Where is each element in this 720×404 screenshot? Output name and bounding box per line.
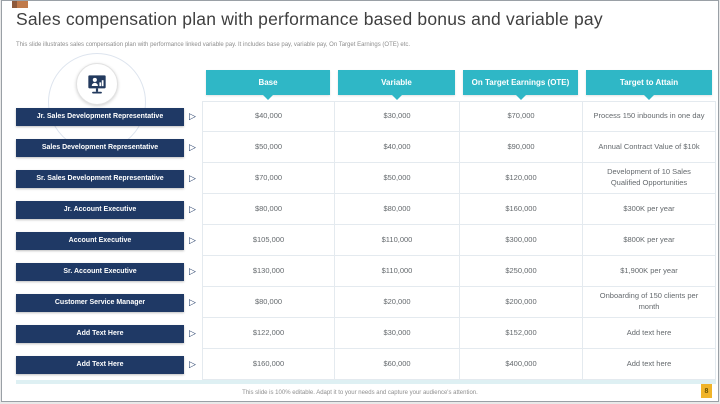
column-header-0: Base	[206, 70, 330, 100]
cell-ote: $160,000	[459, 194, 582, 225]
role-label-cell: Sales Development Representative ▷	[16, 132, 202, 163]
cell-base: $160,000	[202, 349, 334, 380]
table-row: Add Text Here ▷ $122,000 $30,000 $152,000 Add…	[16, 318, 716, 349]
cell-variable: $20,000	[334, 287, 459, 318]
cell-base: $80,000	[202, 194, 334, 225]
cell-base: $40,000	[202, 101, 334, 132]
role-label-cell: Sr. Sales Development Representative ▷	[16, 163, 202, 194]
cell-ote: $90,000	[459, 132, 582, 163]
footer-note: This slide is 100% editable. Adapt it to…	[242, 390, 478, 396]
arrow-right-icon: ▷	[189, 204, 196, 214]
page-title: Sales compensation plan with performance…	[16, 9, 603, 29]
cell-variable: $110,000	[334, 256, 459, 287]
table-row: Account Executive ▷ $105,000 $110,000 $300,0…	[16, 225, 716, 256]
cell-variable: $110,000	[334, 225, 459, 256]
cell-target: Onboarding of 150 clients per month	[582, 287, 716, 318]
table-row: Sales Development Representative ▷ $50,000…	[16, 132, 716, 163]
salesperson-presentation-icon	[76, 63, 118, 105]
arrow-right-icon: ▷	[189, 297, 196, 307]
table-row: Customer Service Manager ▷ $80,000 $20,000 $…	[16, 287, 716, 318]
role-label: Account Executive	[16, 231, 184, 250]
role-label: Add Text Here	[16, 324, 184, 343]
role-label-cell: Add Text Here ▷	[16, 318, 202, 349]
cell-target: $800K per year	[582, 225, 716, 256]
cell-target: Annual Contract Value of $10k	[582, 132, 716, 163]
role-label: Sr. Sales Development Representative	[16, 169, 184, 188]
cell-base: $50,000	[202, 132, 334, 163]
cell-target: Development of 10 Sales Qualified Opport…	[582, 163, 716, 194]
role-label: Jr. Account Executive	[16, 200, 184, 219]
role-label-cell: Customer Service Manager ▷	[16, 287, 202, 318]
cell-base: $70,000	[202, 163, 334, 194]
role-label-cell: Account Executive ▷	[16, 225, 202, 256]
cell-variable: $30,000	[334, 318, 459, 349]
cell-ote: $152,000	[459, 318, 582, 349]
arrow-right-icon: ▷	[189, 359, 196, 369]
cell-ote: $120,000	[459, 163, 582, 194]
table-header-row: Base Variable On Target Earnings (OTE) Targ…	[202, 70, 716, 100]
cell-ote: $250,000	[459, 256, 582, 287]
cell-target: $1,900K per year	[582, 256, 716, 287]
cell-base: $105,000	[202, 225, 334, 256]
cell-variable: $60,000	[334, 349, 459, 380]
table-row: Jr. Account Executive ▷ $80,000 $80,000 $160…	[16, 194, 716, 225]
column-header-1: Variable	[338, 70, 455, 100]
role-label: Customer Service Manager	[16, 293, 184, 312]
slide-subtitle: This slide illustrates sales compensatio…	[16, 42, 411, 48]
role-label-cell: Jr. Account Executive ▷	[16, 194, 202, 225]
arrow-right-icon: ▷	[189, 235, 196, 245]
arrow-right-icon: ▷	[189, 328, 196, 338]
cell-ote: $300,000	[459, 225, 582, 256]
cell-base: $130,000	[202, 256, 334, 287]
cell-target: Add text here	[582, 349, 716, 380]
comp-table-body: Jr. Sales Development Representative ▷ $40…	[16, 101, 716, 380]
cell-variable: $80,000	[334, 194, 459, 225]
role-label: Jr. Sales Development Representative	[16, 107, 184, 126]
arrow-right-icon: ▷	[189, 266, 196, 276]
arrow-right-icon: ▷	[189, 111, 196, 121]
cell-variable: $30,000	[334, 101, 459, 132]
table-row: Jr. Sales Development Representative ▷ $40…	[16, 101, 716, 132]
role-label-cell: Add Text Here ▷	[16, 349, 202, 380]
table-row: Sr. Account Executive ▷ $130,000 $110,000 $2…	[16, 256, 716, 287]
page-number-badge: 8	[701, 384, 712, 398]
cell-ote: $200,000	[459, 287, 582, 318]
role-label: Add Text Here	[16, 355, 184, 374]
cell-target: $300K per year	[582, 194, 716, 225]
cell-ote: $400,000	[459, 349, 582, 380]
column-header-3: Target to Attain	[586, 70, 712, 100]
cell-base: $80,000	[202, 287, 334, 318]
role-label-cell: Jr. Sales Development Representative ▷	[16, 101, 202, 132]
cell-ote: $70,000	[459, 101, 582, 132]
logo-mark	[12, 1, 28, 8]
role-label-cell: Sr. Account Executive ▷	[16, 256, 202, 287]
role-label: Sr. Account Executive	[16, 262, 184, 281]
table-row: Add Text Here ▷ $160,000 $60,000 $400,000 Add…	[16, 349, 716, 380]
column-header-2: On Target Earnings (OTE)	[463, 70, 578, 100]
table-row: Sr. Sales Development Representative ▷ $70…	[16, 163, 716, 194]
cell-variable: $50,000	[334, 163, 459, 194]
arrow-right-icon: ▷	[189, 173, 196, 183]
role-label: Sales Development Representative	[16, 138, 184, 157]
cell-target: Add text here	[582, 318, 716, 349]
table-bottom-accent	[16, 380, 716, 384]
cell-base: $122,000	[202, 318, 334, 349]
cell-variable: $40,000	[334, 132, 459, 163]
arrow-right-icon: ▷	[189, 142, 196, 152]
cell-target: Process 150 inbounds in one day	[582, 101, 716, 132]
